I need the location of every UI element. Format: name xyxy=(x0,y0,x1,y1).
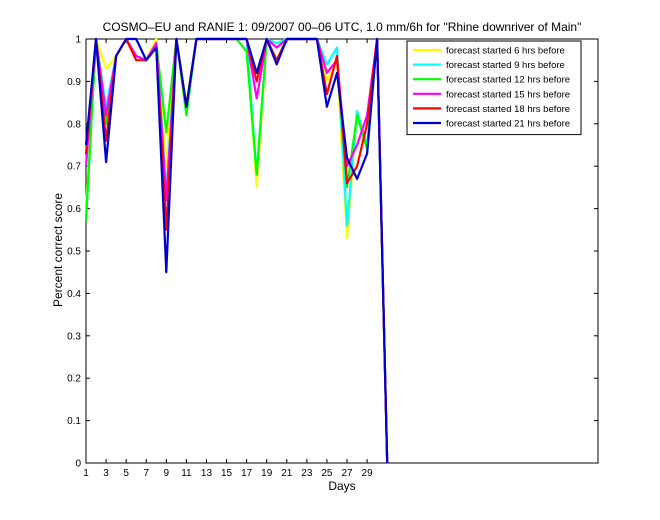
x-tick-label: 13 xyxy=(201,468,213,479)
y-tick-label: 0 xyxy=(75,459,81,470)
x-tick-label: 19 xyxy=(261,468,273,479)
y-tick-label: 0.2 xyxy=(67,374,81,385)
legend-label: forecast started 21 hrs before xyxy=(446,119,570,130)
x-tick-label: 5 xyxy=(123,468,129,479)
x-tick-label: 11 xyxy=(181,468,192,479)
x-tick-label: 17 xyxy=(241,468,253,479)
chart-title: COSMO–EU and RANIE 1: 09/2007 00–06 UTC,… xyxy=(103,20,582,34)
y-tick-label: 0.4 xyxy=(67,289,81,300)
x-tick-label: 3 xyxy=(103,468,109,479)
x-tick-label: 9 xyxy=(164,468,170,479)
x-tick-label: 15 xyxy=(221,468,233,479)
x-tick-label: 27 xyxy=(341,468,353,479)
x-tick-label: 21 xyxy=(281,468,293,479)
x-axis-label: Days xyxy=(328,479,355,493)
legend-label: forecast started 9 hrs before xyxy=(446,60,565,71)
y-axis-label: Percent correct score xyxy=(51,193,65,307)
x-tick-label: 1 xyxy=(83,468,89,479)
legend-label: forecast started 12 hrs before xyxy=(446,75,570,86)
legend-box xyxy=(406,40,582,136)
x-tick-label: 23 xyxy=(301,468,313,479)
x-axis: 1 3 5 7 9 11 13 15 17 19 21 23 25 27 29 xyxy=(83,39,373,479)
legend-label: forecast started 18 hrs before xyxy=(446,104,570,115)
x-tick-label: 25 xyxy=(321,468,333,479)
y-tick-label: 0.7 xyxy=(67,162,81,173)
y-tick-label: 0.1 xyxy=(67,416,81,427)
y-tick-label: 0.3 xyxy=(67,331,81,342)
y-axis: 0 0.1 0.2 0.3 0.4 0.5 0.6 0.7 0.8 0.9 1 xyxy=(67,35,598,470)
y-tick-label: 0.5 xyxy=(67,247,81,258)
legend-label: forecast started 15 hrs before xyxy=(446,89,570,100)
y-tick-label: 0.9 xyxy=(67,77,81,88)
series-lines xyxy=(84,37,389,464)
x-tick-label: 29 xyxy=(362,468,374,479)
series-line-6 xyxy=(84,37,389,464)
y-tick-label: 0.8 xyxy=(67,119,81,130)
legend: forecast started 6 hrs before forecast st… xyxy=(406,40,582,136)
x-tick-label: 7 xyxy=(143,468,149,479)
legend-label: forecast started 6 hrs before xyxy=(446,46,565,57)
y-tick-label: 1 xyxy=(75,35,81,46)
y-tick-label: 0.6 xyxy=(67,204,81,215)
